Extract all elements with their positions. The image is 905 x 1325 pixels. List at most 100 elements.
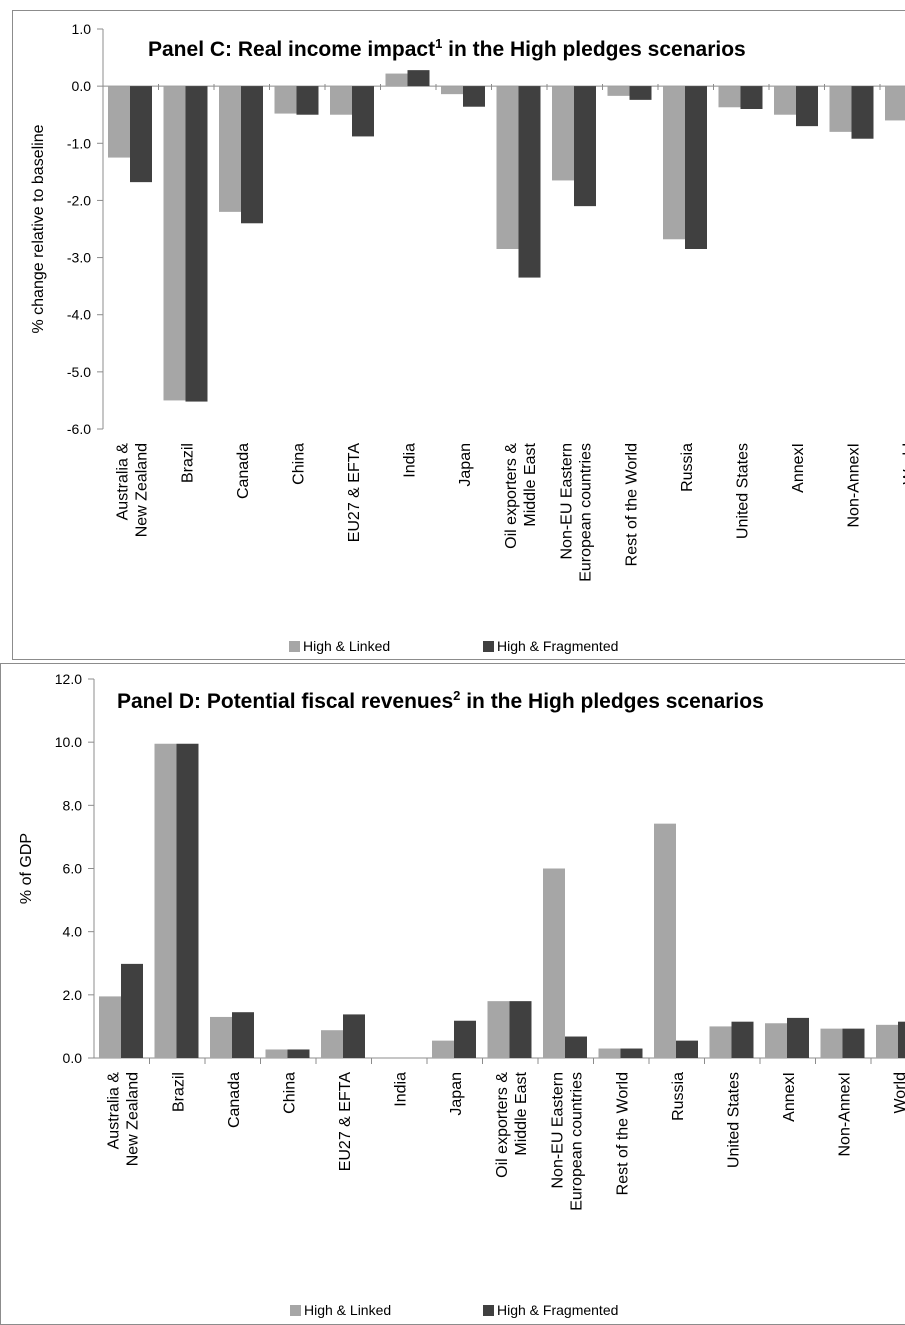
- panel-d-category-label: Non-AnnexI: [836, 1072, 853, 1157]
- panel-d-category-label: Australia &: [105, 1072, 122, 1150]
- panel-c-bar-fragmented: [685, 86, 707, 250]
- panel-d-bar-fragmented: [842, 1028, 865, 1058]
- panel-c-bar-fragmented: [352, 86, 374, 137]
- panel-d-bar-linked: [709, 1026, 732, 1058]
- panel-d-bar-linked: [765, 1023, 787, 1058]
- panel-c-bar-fragmented: [463, 86, 485, 107]
- panel-d-category-label: Canada: [226, 1072, 243, 1128]
- panel-c-y-tick-label: -3.0: [67, 250, 91, 266]
- panel-d-category-label: Non-EU Eastern: [549, 1072, 566, 1189]
- panel-c-bar-linked: [829, 86, 852, 132]
- panel-c-bar-linked: [385, 73, 408, 87]
- panel-d-bar-fragmented: [287, 1049, 310, 1058]
- panel-c-y-label: % change relative to baseline: [30, 124, 47, 333]
- panel-d-bar-linked: [876, 1024, 898, 1058]
- panel-c-category-label: United States: [734, 443, 751, 539]
- panel-c-category-label: Russia: [679, 443, 696, 492]
- panel-d-bar-fragmented: [232, 1012, 254, 1058]
- panel-d-category-label: Oil exporters &: [494, 1072, 511, 1178]
- panel-c-legend-label: High & Fragmented: [497, 638, 618, 654]
- panel-c-category-label: India: [401, 443, 418, 478]
- panel-d-bar-linked: [432, 1040, 454, 1058]
- panel-d-category-label: Rest of the World: [614, 1072, 631, 1195]
- panel-c-bar-fragmented: [407, 70, 430, 87]
- panel-c-y-tick-label: 0.0: [72, 78, 92, 94]
- panel-d-y-tick-label: 8.0: [63, 797, 83, 813]
- panel-c-bar-linked: [330, 86, 352, 115]
- panel-d-bar-fragmented: [787, 1017, 809, 1058]
- panel-d-bar-linked: [820, 1028, 843, 1058]
- panel-d-category-label: China: [281, 1072, 298, 1114]
- panel-c-y-tick-label: -4.0: [67, 307, 91, 323]
- panel-c-bar-linked: [663, 86, 685, 240]
- panel-c-legend-swatch: [289, 641, 300, 652]
- panel-d-category-label: Middle East: [513, 1071, 530, 1155]
- panel-c-y-tick-label: -2.0: [67, 192, 91, 208]
- panel-d-title: Panel D: Potential fiscal revenues2 in t…: [117, 688, 764, 713]
- panel-c-title: Panel C: Real income impact1 in the High…: [148, 36, 746, 61]
- panel-d-bar-linked: [210, 1016, 232, 1058]
- panel-c-y-tick-label: -5.0: [67, 364, 91, 380]
- panel-c-bar-fragmented: [185, 86, 208, 402]
- panel-c-bar-linked: [274, 86, 297, 114]
- panel-c-category-label: EU27 & EFTA: [346, 443, 363, 543]
- panel-c-bar-fragmented: [130, 86, 152, 183]
- panel-c-bar-linked: [441, 86, 463, 95]
- panel-d-bar-fragmented: [898, 1021, 905, 1058]
- panel-d-legend-label: High & Linked: [304, 1302, 391, 1318]
- panel-c-category-label: Australia &: [114, 443, 131, 521]
- panel-d-category-label: EU27 & EFTA: [337, 1072, 354, 1172]
- panel-c-y-tick-label: 1.0: [72, 21, 92, 37]
- panel-c-bar-fragmented: [574, 86, 596, 207]
- panel-d-chart: Panel D: Potential fiscal revenues2 in t…: [0, 663, 905, 1325]
- panel-c-bar-linked: [219, 86, 241, 212]
- panel-d-y-tick-label: 0.0: [63, 1050, 83, 1066]
- panel-d-category-label: Russia: [670, 1072, 687, 1121]
- panel-c-bar-fragmented: [851, 86, 874, 139]
- panel-d-svg: Panel D: Potential fiscal revenues2 in t…: [18, 671, 905, 1318]
- panel-c-bar-linked: [496, 86, 519, 250]
- panel-c-bar-linked: [885, 86, 905, 121]
- panel-d-bar-linked: [487, 1001, 510, 1058]
- panel-c-category-label: Canada: [235, 443, 252, 499]
- panel-c-bar-fragmented: [296, 86, 319, 115]
- panel-d-y-tick-label: 4.0: [63, 924, 83, 940]
- panel-d-bar-fragmented: [731, 1021, 754, 1058]
- panel-d-category-label: Japan: [448, 1072, 465, 1116]
- panel-c-bar-linked: [552, 86, 574, 181]
- panel-c-chart: Panel C: Real income impact1 in the High…: [12, 10, 905, 660]
- panel-c-bar-fragmented: [740, 86, 763, 109]
- panel-c-bar-linked: [163, 86, 186, 401]
- panel-c-category-label: Japan: [457, 443, 474, 487]
- panel-d-y-label: % of GDP: [18, 833, 35, 904]
- panel-d-category-label: United States: [725, 1072, 742, 1168]
- panel-c-bar-fragmented: [518, 86, 541, 278]
- panel-c-category-label: Oil exporters &: [503, 443, 520, 549]
- panel-c-y-tick-label: -6.0: [67, 421, 91, 437]
- panel-c-y-tick-label: -1.0: [67, 135, 91, 151]
- panel-d-bar-fragmented: [343, 1014, 365, 1058]
- panel-d-y-tick-label: 10.0: [55, 734, 82, 750]
- panel-d-bar-linked: [654, 823, 676, 1058]
- panel-c-bar-fragmented: [241, 86, 263, 224]
- panel-d-y-tick-label: 6.0: [63, 861, 83, 877]
- panel-d-y-tick-label: 2.0: [63, 987, 83, 1003]
- panel-d-bar-fragmented: [509, 1001, 532, 1058]
- panel-d-category-label: World: [892, 1072, 905, 1114]
- panel-d-bar-linked: [598, 1048, 621, 1058]
- panel-c-category-label: World: [901, 443, 905, 485]
- panel-d-bar-fragmented: [176, 743, 199, 1058]
- panel-d-bar-fragmented: [454, 1020, 476, 1058]
- panel-c-legend-swatch: [483, 641, 494, 652]
- panel-d-bar-fragmented: [565, 1036, 587, 1058]
- panel-c-category-label: China: [290, 443, 307, 485]
- panel-c-bar-fragmented: [629, 86, 652, 100]
- panel-d-bar-linked: [154, 743, 177, 1058]
- panel-d-bar-fragmented: [676, 1040, 698, 1058]
- panel-c-bar-linked: [774, 86, 796, 115]
- panel-c-category-label: AnnexI: [790, 443, 807, 493]
- panel-c-category-label: Middle East: [522, 442, 539, 526]
- panel-d-bar-fragmented: [121, 963, 143, 1058]
- panel-c-category-label: Brazil: [179, 443, 196, 483]
- panel-d-y-tick-label: 12.0: [55, 671, 82, 687]
